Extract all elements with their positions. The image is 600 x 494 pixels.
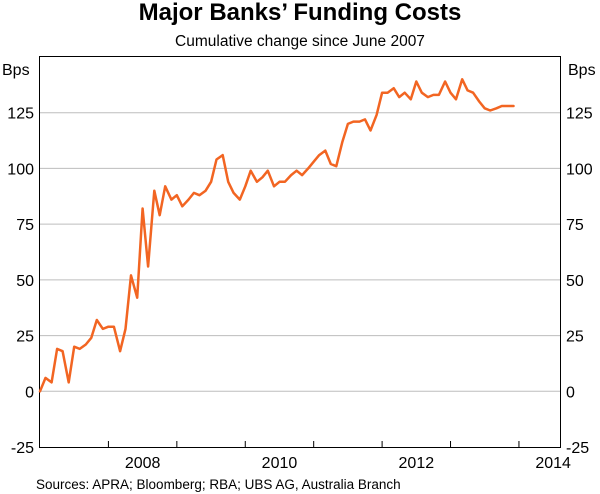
y-tick-label-left: 100 [7,161,34,178]
y-tick-label-left: -25 [11,440,34,457]
gridlines [40,112,560,392]
x-tick-labels: 2008 2010 2012 2014 [125,455,571,472]
y-tick-label-right: 0 [566,384,575,401]
chart-subtitle: Cumulative change since June 2007 [175,33,425,50]
y-tick-label-right: 125 [566,106,593,123]
series-group [38,78,515,393]
y-tick-label-right: 100 [566,161,593,178]
y-tick-label-left: 0 [25,384,34,401]
source-note: Sources: APRA; Bloomberg; RBA; UBS AG, A… [36,477,401,492]
x-tick-label: 2012 [399,455,435,472]
x-tick-label: 2008 [125,455,161,472]
x-tick-label: 2010 [262,455,298,472]
plot-frame [39,56,561,448]
y-tick-label-left: 50 [16,273,34,290]
chart-title: Major Banks’ Funding Costs [139,0,462,26]
y-tick-label-right: 25 [566,329,584,346]
y-tick-label-left: 75 [16,217,34,234]
y-unit-left: Bps [2,62,30,79]
y-tick-label-right: 50 [566,273,584,290]
y-tick-label-right: 75 [566,217,584,234]
y-tick-label-left: 25 [16,329,34,346]
y-unit-right: Bps [568,62,596,79]
series-line [38,78,515,393]
x-tick-label: 2014 [535,455,571,472]
x-tick-marks [107,441,520,447]
y-tick-label-left: 125 [7,106,34,123]
y-tick-labels: -25 -25 0 0 25 25 50 50 75 75 100 100 125 125 [7,106,593,457]
y-tick-label-right: -25 [566,440,589,457]
